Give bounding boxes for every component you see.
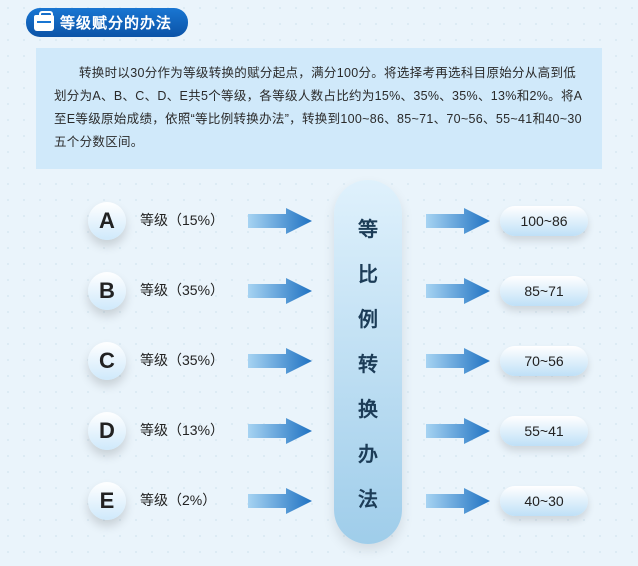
grade-letter-pill: B [88, 272, 126, 310]
grade-letter-pill: C [88, 342, 126, 380]
header-title: 等级赋分的办法 [60, 15, 172, 32]
score-range-pill: 40~30 [500, 486, 588, 516]
arrow-icon [248, 418, 312, 444]
description-text: 转换时以30分作为等级转换的赋分起点，满分100分。将选择考再选科目原始分从高到… [54, 66, 582, 149]
grade-percent-label: 等级（2%） [140, 490, 216, 510]
grade-letter-pill: D [88, 412, 126, 450]
score-range-pill: 100~86 [500, 206, 588, 236]
arrow-icon [248, 488, 312, 514]
grade-percent-label: 等级（35%） [140, 280, 224, 300]
score-range-pill: 85~71 [500, 276, 588, 306]
grade-percent-label: 等级（13%） [140, 420, 224, 440]
score-range-pill: 55~41 [500, 416, 588, 446]
header-badge: 等级赋分的办法 [26, 8, 188, 37]
arrow-icon [248, 208, 312, 234]
arrow-icon [426, 418, 490, 444]
grade-row: C 等级（35%） 70~56 [0, 326, 638, 396]
grade-row: D 等级（13%） 55~41 [0, 396, 638, 466]
grade-row: A 等级（15%） 100~86 [0, 186, 638, 256]
score-range-pill: 70~56 [500, 346, 588, 376]
arrow-icon [426, 488, 490, 514]
grade-letter-pill: A [88, 202, 126, 240]
grade-rows: A 等级（15%） 100~86 B 等级（35%） 85~71 C 等级（35%） [0, 186, 638, 536]
grade-row: E 等级（2%） 40~30 [0, 466, 638, 536]
grade-row: B 等级（35%） 85~71 [0, 256, 638, 326]
briefcase-icon [34, 15, 54, 31]
arrow-icon [248, 278, 312, 304]
description-box: 转换时以30分作为等级转换的赋分起点，满分100分。将选择考再选科目原始分从高到… [36, 48, 602, 169]
arrow-icon [426, 348, 490, 374]
arrow-icon [426, 208, 490, 234]
grade-percent-label: 等级（15%） [140, 210, 224, 230]
arrow-icon [426, 278, 490, 304]
grade-letter-pill: E [88, 482, 126, 520]
grade-percent-label: 等级（35%） [140, 350, 224, 370]
arrow-icon [248, 348, 312, 374]
